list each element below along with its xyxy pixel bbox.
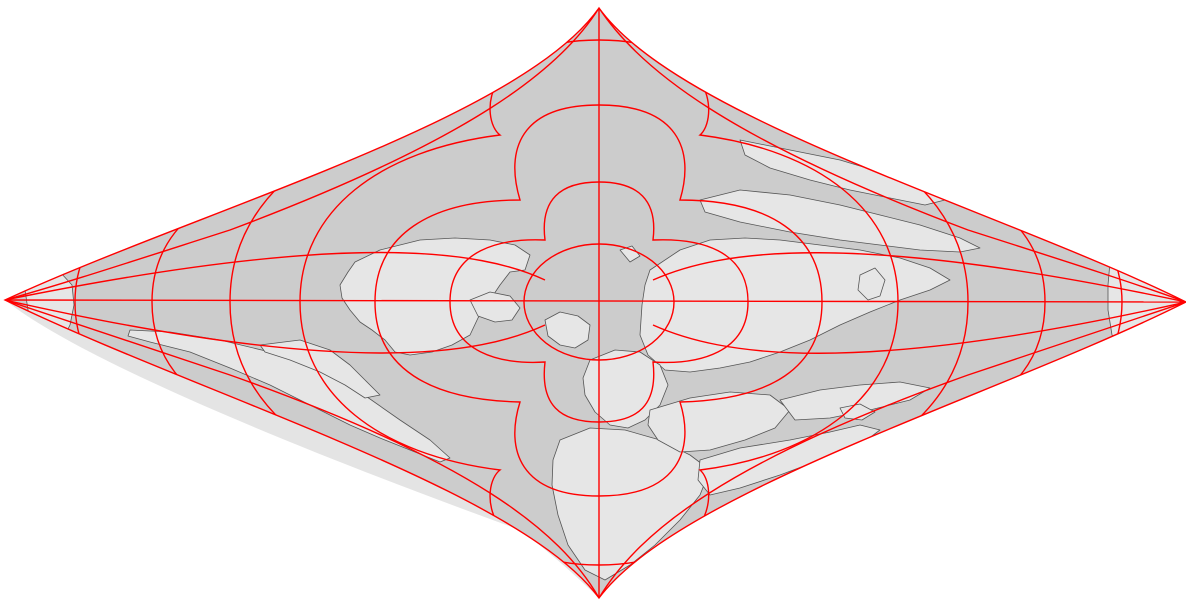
meridian-lower-right	[598, 301, 1186, 598]
parallel-ring-3	[374, 104, 823, 497]
landmass-japan	[857, 267, 886, 301]
parallel-ring-2	[449, 181, 749, 423]
landmass-southeast-asia	[779, 381, 931, 421]
ocean	[5, 8, 1186, 598]
landmass-middle-east	[647, 391, 791, 453]
landmass-siberia-north	[699, 189, 981, 253]
landmass-northeast-asia	[739, 139, 946, 206]
landmass-central-america	[259, 339, 381, 399]
landmass-north-america	[339, 237, 531, 356]
meridian-spoke-nw	[5, 251, 546, 301]
meridian-spoke-se	[652, 301, 1186, 354]
land-layer	[24, 139, 1181, 581]
landmass-africa	[551, 427, 711, 581]
landmass-greenland	[544, 311, 591, 349]
globe-shadow	[5, 300, 599, 598]
meridian-upper-right	[598, 8, 1186, 303]
meridian-spoke-sw	[5, 299, 546, 354]
landmass-svalbard	[619, 245, 641, 263]
globe-outline	[3, 6, 1186, 600]
parallel-ring-4	[299, 39, 899, 566]
parallel-ring-1	[523, 243, 675, 361]
equator-line	[5, 299, 1186, 303]
landmass-australia	[839, 403, 876, 421]
landmass-europe	[582, 349, 669, 429]
meridian-lower-left	[5, 299, 600, 598]
meridian-upper-left	[5, 8, 600, 301]
landmass-arctic-islands	[469, 291, 521, 323]
meridian-spoke-ne	[652, 252, 1186, 303]
